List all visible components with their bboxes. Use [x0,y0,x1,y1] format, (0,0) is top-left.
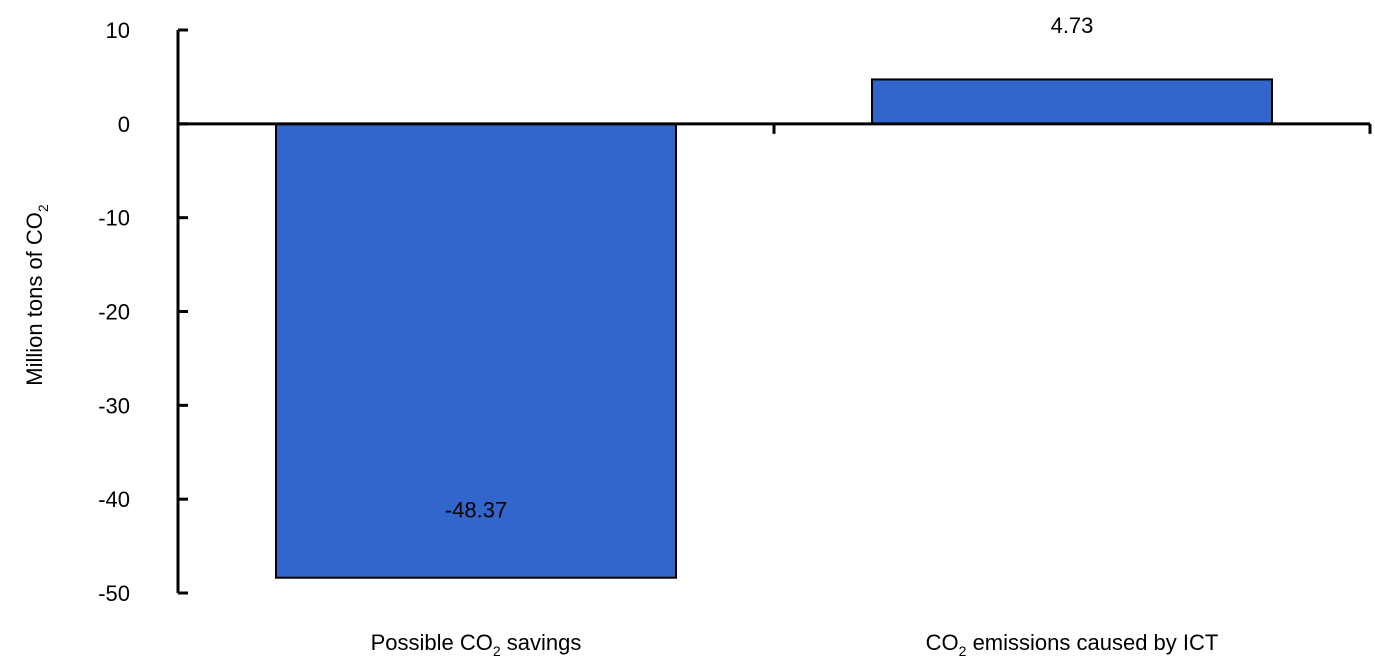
bar [275,122,677,579]
y-tick-label: -50 [98,581,130,606]
y-tick-label: -30 [98,393,130,418]
y-axis-title: Million tons of CO2 [22,204,51,386]
x-category-label: Possible CO2 savings [371,630,582,659]
y-tick-label: -40 [98,487,130,512]
axes-group [176,28,1372,595]
y-tick-label: 0 [118,112,130,137]
data-label: 4.73 [1051,13,1094,38]
y-tick-label: -10 [98,206,130,231]
bars-group [275,78,1273,579]
labels-group: 10 0 -10 -20 -30 -40 -50 Possible CO2 savings CO… [22,13,1218,659]
y-tick-label: -20 [98,300,130,325]
data-label: -48.37 [445,498,507,523]
bar [871,78,1273,125]
y-tick-label: 10 [106,18,130,43]
x-category-label: CO2 emissions caused by ICT [926,630,1219,659]
